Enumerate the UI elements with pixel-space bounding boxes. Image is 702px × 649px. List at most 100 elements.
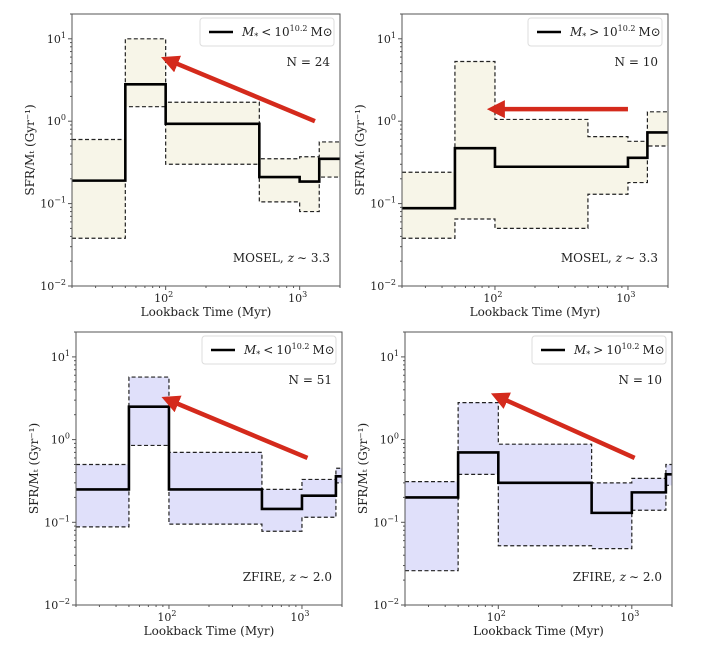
legend-base: 10 bbox=[602, 25, 617, 39]
survey-name: ZFIRE, bbox=[573, 570, 616, 584]
trend-arrow bbox=[161, 55, 316, 124]
y-tick-base: 10 bbox=[373, 516, 387, 529]
survey-name: MOSEL, bbox=[233, 251, 284, 265]
redshift-value: ∼ 3.3 bbox=[297, 251, 330, 265]
legend-symbol: M bbox=[573, 343, 587, 357]
legend-symbol: M bbox=[569, 25, 583, 39]
percentile-band bbox=[405, 402, 672, 571]
sample-label: ZFIRE, z ∼ 2.0 bbox=[573, 570, 662, 584]
x-tick-label: 102 bbox=[487, 609, 506, 624]
legend-operator: > bbox=[593, 343, 603, 357]
trend-arrow bbox=[490, 392, 636, 460]
y-axis-label: SFR/Mₜ (Gyr⁻¹) bbox=[23, 104, 37, 195]
legend-box bbox=[527, 17, 663, 47]
y-tick-exp: −1 bbox=[54, 196, 66, 205]
y-tick-base: 10 bbox=[47, 33, 61, 46]
y-tick-base: 10 bbox=[377, 33, 391, 46]
redshift-symbol: z bbox=[287, 251, 295, 265]
y-tick-base: 10 bbox=[377, 115, 391, 128]
y-tick-exp: 0 bbox=[61, 113, 66, 122]
legend: M* <1010.2 M⊙ bbox=[199, 17, 335, 47]
redshift-value: ∼ 2.0 bbox=[299, 570, 332, 584]
legend-symbol: M bbox=[241, 25, 255, 39]
x-tick-exp: 2 bbox=[171, 609, 176, 618]
y-tick-label: 101 bbox=[377, 31, 396, 46]
y-tick-label: 100 bbox=[51, 432, 70, 447]
legend: M* >1010.2 M⊙ bbox=[527, 17, 663, 47]
median-sfh-line bbox=[72, 83, 340, 183]
legend-label: M* >1010.2 M⊙ bbox=[573, 342, 665, 359]
x-tick-base: 10 bbox=[620, 611, 634, 624]
legend-base: 10 bbox=[606, 343, 621, 357]
sample-label: ZFIRE, z ∼ 2.0 bbox=[243, 570, 332, 584]
x-tick-label: 103 bbox=[620, 609, 639, 624]
legend-box bbox=[201, 335, 337, 365]
y-tick-label: 10−2 bbox=[44, 597, 70, 612]
x-tick-label: 102 bbox=[483, 290, 502, 305]
y-tick-label: 10−1 bbox=[40, 196, 66, 211]
legend-subscript: * bbox=[582, 32, 586, 41]
x-tick-label: 103 bbox=[616, 290, 635, 305]
sample-label: MOSEL, z ∼ 3.3 bbox=[561, 251, 658, 265]
legend-symbol: M bbox=[243, 343, 257, 357]
y-tick-base: 10 bbox=[51, 351, 65, 364]
legend: M* <1010.2 M⊙ bbox=[201, 335, 337, 365]
survey-name: MOSEL, bbox=[561, 251, 612, 265]
x-tick-label: 103 bbox=[288, 290, 307, 305]
legend-operator: < bbox=[261, 25, 271, 39]
x-tick-base: 10 bbox=[487, 611, 501, 624]
legend-label: M* >1010.2 M⊙ bbox=[569, 24, 661, 41]
sample-count: N = 51 bbox=[289, 373, 332, 387]
y-tick-label: 10−2 bbox=[370, 278, 396, 293]
x-tick-label: 102 bbox=[154, 290, 173, 305]
legend-exponent: 10.2 bbox=[618, 24, 636, 33]
lower-percentile-line bbox=[402, 145, 668, 239]
y-tick-label: 10−1 bbox=[370, 196, 396, 211]
sample-count: N = 10 bbox=[619, 373, 662, 387]
y-tick-label: 10−1 bbox=[44, 514, 70, 529]
x-axis-label: Lookback Time (Myr) bbox=[473, 624, 604, 638]
legend-box bbox=[199, 17, 335, 47]
legend-exponent: 10.2 bbox=[622, 342, 640, 351]
y-tick-label: 10−2 bbox=[373, 597, 399, 612]
x-tick-exp: 3 bbox=[634, 609, 639, 618]
x-axis-label: Lookback Time (Myr) bbox=[470, 305, 601, 319]
x-axis-label: Lookback Time (Myr) bbox=[144, 624, 275, 638]
y-tick-base: 10 bbox=[373, 599, 387, 612]
legend-label: M* <1010.2 M⊙ bbox=[243, 342, 335, 359]
survey-name: ZFIRE, bbox=[243, 570, 286, 584]
redshift-value: ∼ 2.0 bbox=[629, 570, 662, 584]
median-sfh-line bbox=[405, 451, 672, 515]
y-tick-label: 101 bbox=[380, 349, 399, 364]
legend-operator: > bbox=[589, 25, 599, 39]
y-tick-label: 101 bbox=[51, 349, 70, 364]
sample-label: MOSEL, z ∼ 3.3 bbox=[233, 251, 330, 265]
y-tick-base: 10 bbox=[47, 115, 61, 128]
y-tick-exp: −1 bbox=[387, 514, 399, 523]
y-tick-exp: 1 bbox=[61, 31, 66, 40]
sample-count: N = 24 bbox=[287, 55, 331, 69]
y-tick-exp: 0 bbox=[394, 432, 399, 441]
y-tick-exp: 0 bbox=[391, 113, 396, 122]
sample-count: N = 10 bbox=[615, 55, 658, 69]
x-tick-exp: 3 bbox=[304, 609, 309, 618]
redshift-value: ∼ 3.3 bbox=[625, 251, 658, 265]
upper-percentile-line bbox=[405, 402, 672, 484]
legend-base: 10 bbox=[276, 343, 291, 357]
median-sfh-line bbox=[402, 131, 668, 210]
y-tick-base: 10 bbox=[370, 280, 384, 293]
y-tick-label: 10−2 bbox=[40, 278, 66, 293]
redshift-symbol: z bbox=[619, 570, 627, 584]
y-axis-label: SFR/Mₜ (Gyr⁻¹) bbox=[353, 104, 367, 195]
legend-subscript: * bbox=[254, 32, 258, 41]
x-tick-base: 10 bbox=[154, 292, 168, 305]
y-tick-exp: −2 bbox=[384, 278, 396, 287]
y-tick-label: 101 bbox=[47, 31, 66, 46]
x-tick-exp: 3 bbox=[630, 290, 635, 299]
x-tick-label: 103 bbox=[290, 609, 309, 624]
legend-unit: M⊙ bbox=[312, 343, 334, 357]
